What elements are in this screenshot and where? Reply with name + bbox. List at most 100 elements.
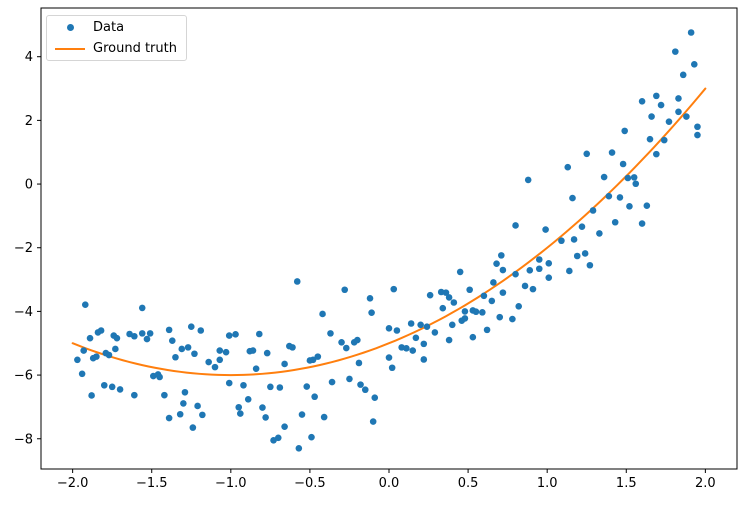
data-point: [526, 267, 534, 274]
data-point: [165, 414, 173, 422]
data-point: [426, 291, 434, 299]
data-point: [675, 108, 682, 116]
data-point: [461, 315, 469, 322]
data-point: [619, 160, 627, 168]
data-point: [646, 135, 654, 143]
data-point: [586, 261, 594, 269]
data-point: [361, 386, 369, 394]
data-point: [578, 223, 586, 231]
data-point: [338, 338, 345, 346]
data-point: [694, 123, 701, 131]
data-point: [314, 353, 322, 360]
data-point: [320, 413, 328, 421]
data-point: [624, 174, 632, 182]
legend-label-data: Data: [93, 19, 125, 35]
data-point: [694, 131, 701, 139]
data-point: [512, 222, 519, 229]
data-point: [235, 403, 243, 411]
data-point: [632, 180, 640, 188]
data-point: [545, 260, 553, 267]
data-point: [225, 332, 233, 339]
data-point: [81, 301, 89, 309]
legend-item-ground-truth: Ground truth: [47, 39, 186, 59]
data-point: [88, 392, 95, 399]
data-point: [535, 265, 543, 273]
data-point: [298, 411, 306, 418]
data-point: [113, 334, 121, 342]
data-point: [417, 321, 424, 329]
data-point: [564, 163, 572, 171]
data-point: [100, 381, 108, 389]
x-tick-label: −1.5: [136, 476, 168, 491]
data-point: [354, 336, 361, 344]
data-point: [156, 373, 163, 381]
data-point: [366, 295, 374, 302]
ground-truth-curve-group: [71, 87, 707, 377]
axes-frame: [40, 7, 738, 470]
data-point: [499, 289, 507, 296]
line-marker-icon: [55, 47, 85, 50]
data-point: [112, 345, 119, 353]
data-point: [445, 294, 453, 301]
data-point: [431, 329, 439, 336]
data-point: [78, 370, 86, 378]
data-point: [74, 356, 81, 364]
y-tick-label: 0: [25, 178, 33, 193]
data-point: [509, 315, 516, 323]
data-point: [138, 330, 146, 337]
data-point: [222, 348, 230, 356]
data-point: [146, 330, 154, 337]
data-point: [225, 379, 233, 387]
data-point: [80, 347, 88, 354]
data-point: [281, 423, 288, 430]
data-point: [390, 285, 398, 293]
x-tick-label: 0.0: [379, 476, 400, 491]
data-point: [512, 270, 519, 278]
data-point: [653, 150, 660, 158]
data-point: [341, 286, 349, 294]
data-point: [197, 327, 205, 334]
data-point: [596, 230, 603, 237]
data-point: [420, 340, 428, 348]
data-point: [393, 327, 401, 334]
data-point: [643, 202, 651, 210]
x-tick-label: 0.5: [458, 476, 479, 491]
data-point: [216, 356, 224, 364]
data-point: [176, 410, 184, 418]
data-point: [232, 331, 239, 338]
data-point: [172, 353, 179, 361]
data-point: [630, 174, 638, 181]
x-axis: −2.0 −1.5 −1.0 −0.5 0.0 0.5 1.0 1.5 2.0: [57, 469, 716, 491]
data-point: [199, 411, 206, 419]
data-point: [611, 218, 619, 226]
data-point: [189, 424, 197, 431]
data-point: [86, 334, 94, 342]
legend-label-ground-truth: Ground truth: [93, 41, 177, 57]
data-point: [542, 226, 549, 233]
x-tick-label: −0.5: [294, 476, 326, 491]
data-point: [660, 136, 668, 144]
data-point: [295, 445, 303, 452]
data-point: [93, 353, 100, 360]
y-axis: −8 −6 −4 −2 0 2 4: [14, 50, 41, 447]
y-tick-label: −6: [14, 369, 33, 384]
data-point: [448, 321, 456, 329]
data-point: [191, 350, 198, 358]
data-point: [490, 279, 497, 286]
data-point: [403, 345, 410, 352]
scatter-points: [74, 29, 701, 452]
data-point: [357, 381, 364, 388]
data-point: [439, 304, 447, 312]
data-point: [573, 252, 581, 260]
data-point: [498, 252, 505, 259]
data-point: [355, 359, 363, 367]
data-point: [187, 323, 195, 330]
data-point: [469, 333, 477, 341]
data-point: [385, 354, 393, 361]
legend-item-data: Data: [47, 17, 186, 37]
data-point: [535, 256, 543, 263]
x-tick-label: −1.0: [215, 476, 247, 491]
data-point: [244, 395, 252, 403]
legend-marker-area: [47, 47, 93, 50]
